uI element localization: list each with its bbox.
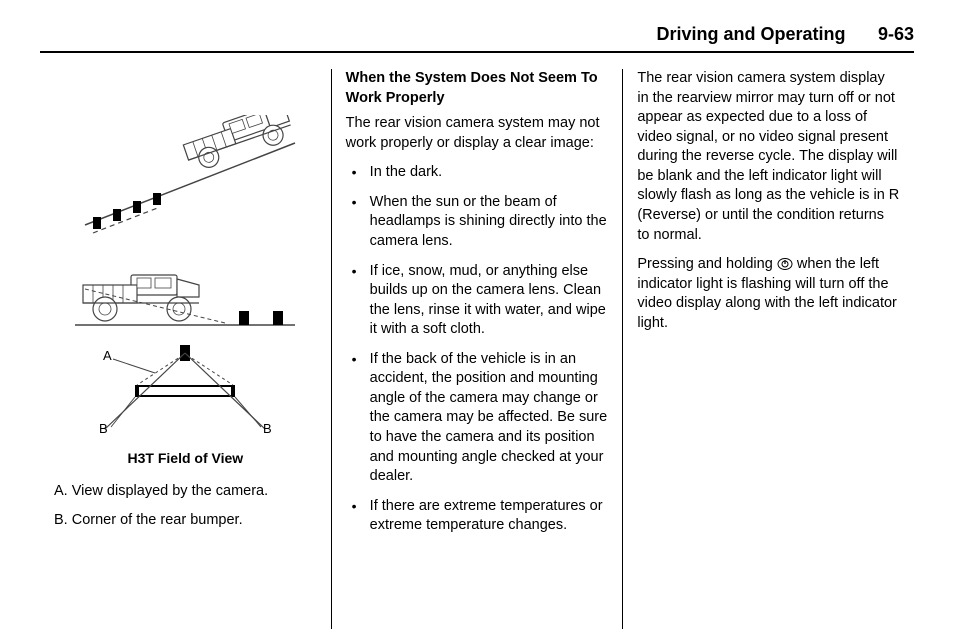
section-title: Driving and Operating — [656, 24, 845, 44]
paragraph-1: The rear vision camera system display in… — [637, 69, 900, 245]
legend-text: Corner of the rear bumper. — [72, 512, 243, 528]
subheading: When the System Does Not Seem To Work Pr… — [346, 69, 609, 108]
bullet-item: If the back of the vehicle is in an acci… — [346, 350, 609, 487]
bullet-item: In the dark. — [346, 163, 609, 183]
page-header: Driving and Operating 9-63 — [40, 24, 914, 53]
bullet-item: If there are extreme temperatures or ext… — [346, 497, 609, 536]
legend-letter: B. — [54, 512, 68, 528]
bullet-item: If ice, snow, mud, or anything else buil… — [346, 262, 609, 340]
figure-caption: H3T Field of View — [128, 449, 244, 468]
column-2: When the System Does Not Seem To Work Pr… — [332, 69, 623, 629]
svg-text:B: B — [263, 421, 272, 435]
legend-letter: A. — [54, 483, 68, 499]
legend-item-b: B. Corner of the rear bumper. — [54, 511, 317, 531]
legend-item-a: A. View displayed by the camera. — [54, 482, 317, 502]
bullet-item: When the sun or the beam of headlamps is… — [346, 193, 609, 252]
figure-h3t-field-of-view: A B B H3T Field of View — [54, 115, 317, 478]
intro-paragraph: The rear vision camera system may not wo… — [346, 114, 609, 153]
three-column-layout: A B B H3T Field of View A. View displaye… — [40, 69, 914, 629]
manual-page: Driving and Operating 9-63 — [0, 0, 954, 638]
svg-text:B: B — [99, 421, 108, 435]
column-1: A B B H3T Field of View A. View displaye… — [40, 69, 331, 629]
bullet-list: In the dark. When the sun or the beam of… — [346, 163, 609, 536]
power-icon — [777, 257, 793, 271]
page-number: 9-63 — [878, 24, 914, 44]
para2-before: Pressing and holding — [637, 256, 776, 272]
paragraph-2: Pressing and holding when the left indic… — [637, 255, 900, 333]
legend-text: View displayed by the camera. — [72, 483, 268, 499]
vehicle-diagram: A B B — [65, 115, 305, 435]
svg-text:A: A — [103, 348, 112, 363]
column-3: The rear vision camera system display in… — [623, 69, 914, 629]
